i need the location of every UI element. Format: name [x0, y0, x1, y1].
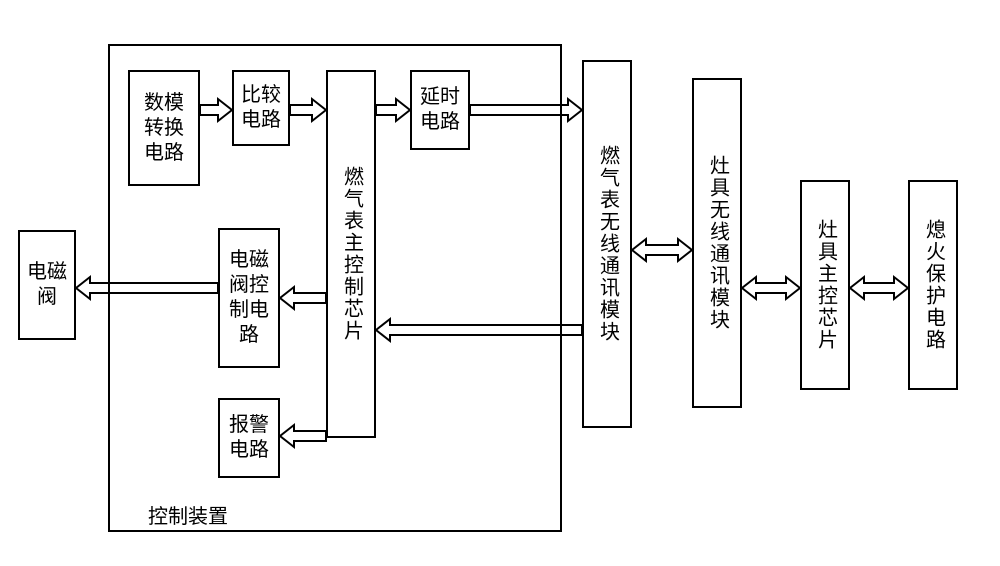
node-solenoid_valve: 电磁 阀 — [18, 230, 76, 340]
node-meter_mcu: 燃气表主控制芯片 — [326, 70, 376, 438]
node-stove_wireless: 灶具无线通讯模块 — [692, 78, 742, 408]
node-da_convert: 数模 转换 电路 — [128, 70, 200, 186]
node-stove_mcu: 灶具主控芯片 — [800, 180, 850, 390]
node-delay: 延时 电路 — [410, 70, 470, 150]
diagram-canvas: 控制装置 电磁 阀数模 转换 电路比较 电路电磁 阀控 制电 路报警 电路燃气表主… — [0, 0, 1000, 566]
node-meter_wireless: 燃气表无线通讯模块 — [582, 60, 632, 428]
node-alarm: 报警 电路 — [218, 398, 280, 478]
node-flameout: 熄火保护电路 — [908, 180, 958, 390]
node-compare: 比较 电路 — [232, 70, 290, 146]
control-device-label: 控制装置 — [148, 500, 228, 529]
node-valve_ctrl: 电磁 阀控 制电 路 — [218, 228, 280, 368]
